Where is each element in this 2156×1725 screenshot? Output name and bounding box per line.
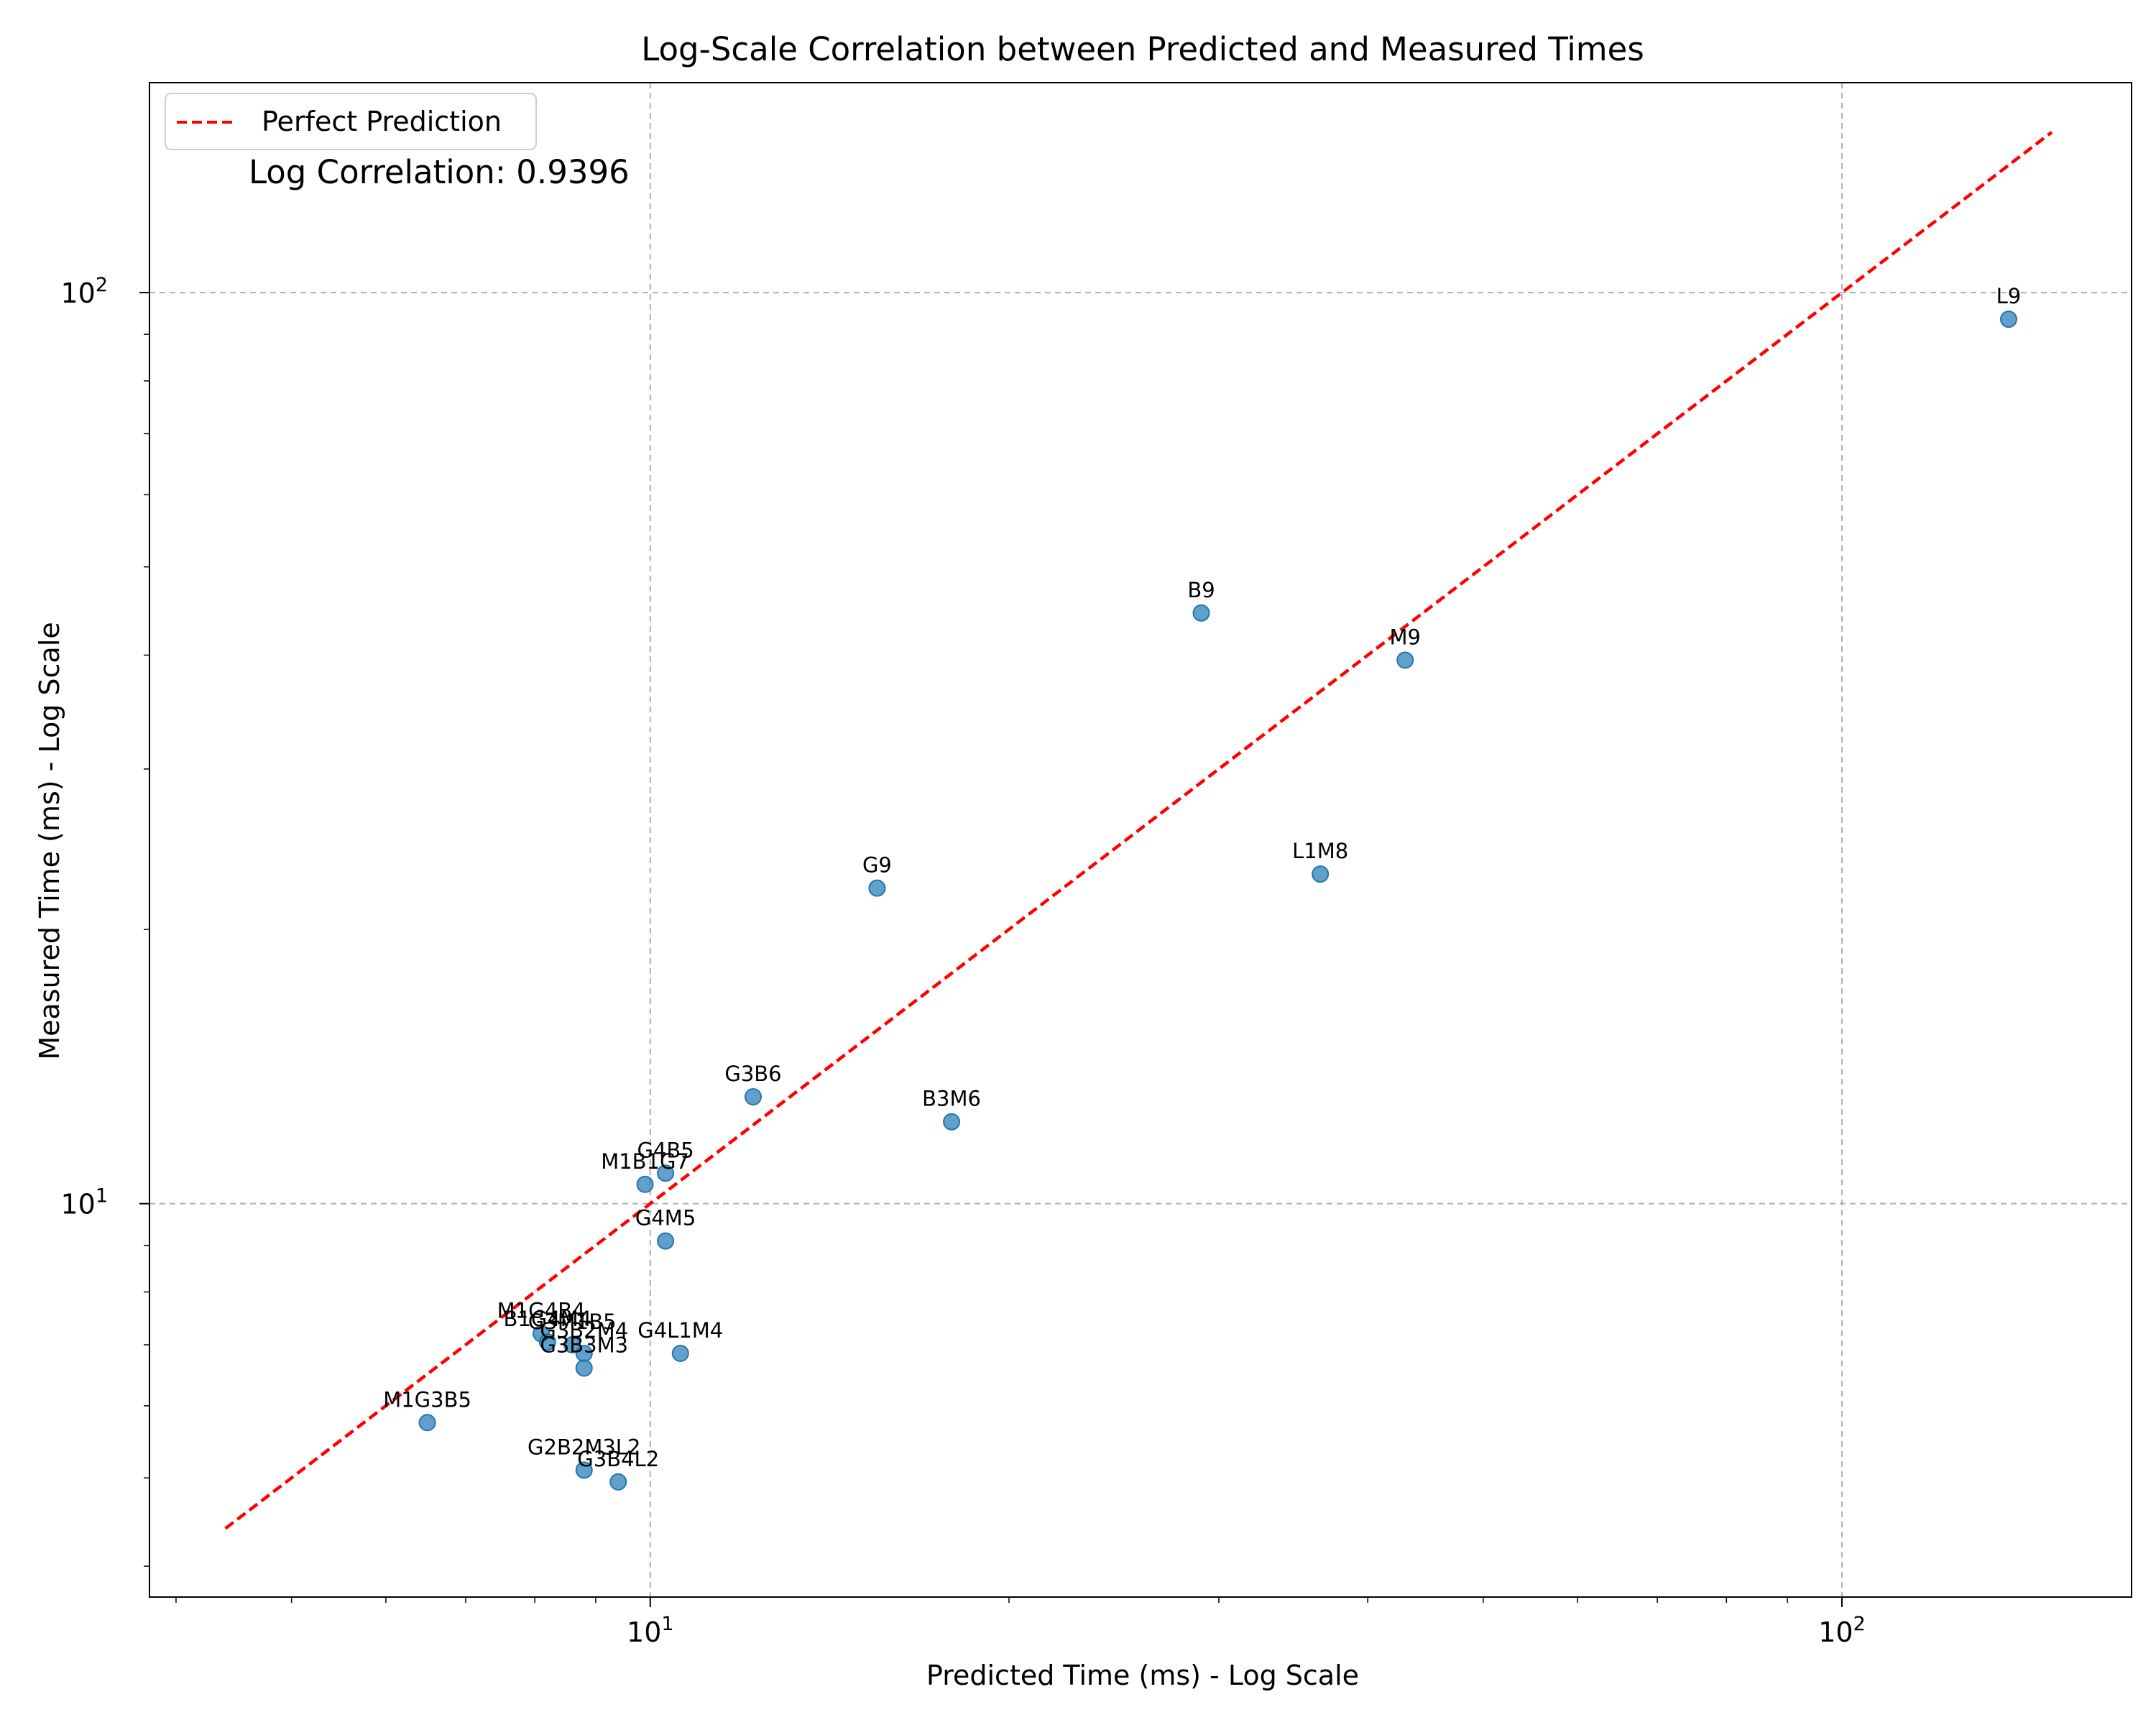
data-point-g3m1b5 [563, 1336, 581, 1354]
data-point-g4l1m4 [671, 1344, 689, 1362]
y-axis-label: Measured Time (ms) - Log Scale [34, 622, 65, 1059]
grid-lines [149, 83, 2132, 1597]
point-label-g3b4l2: G3B4L2 [577, 1447, 659, 1471]
data-point-m1g3b5 [418, 1414, 436, 1432]
legend: Perfect Prediction [165, 93, 537, 150]
point-label-g4m5: G4M5 [635, 1206, 696, 1230]
point-label-m1g4b4: M1G4B4 [497, 1299, 586, 1323]
point-label-m1b1g7: M1B1G7 [601, 1149, 689, 1174]
point-label-g3b6: G3B6 [724, 1062, 781, 1086]
plot-frame [149, 82, 2132, 1598]
y-tick-label: 101 [60, 1185, 108, 1220]
point-label-g3b3m3: G3B3M3 [540, 1333, 628, 1357]
data-point-b9 [1192, 604, 1210, 622]
perfect-prediction-line [224, 131, 2053, 1530]
data-point-g9 [868, 879, 886, 897]
log-correlation-annotation: Log Correlation: 0.9396 [249, 153, 630, 191]
point-label-g3b2m4: G3B2M4 [540, 1318, 628, 1343]
point-label-l1m8: L1M8 [1292, 839, 1348, 863]
x-tick-exponent: 2 [1853, 1613, 1866, 1635]
point-label-b9: B9 [1187, 578, 1215, 602]
point-label-g9: G9 [862, 853, 892, 878]
data-point-g4b5 [657, 1164, 675, 1182]
data-point-g2b2m3l2 [575, 1461, 593, 1479]
point-label-g4b5: G4B5 [637, 1138, 694, 1162]
data-point-g4m5 [657, 1232, 675, 1250]
point-label-m9: M9 [1389, 625, 1420, 649]
data-point-m9 [1396, 651, 1414, 669]
x-axis-label: Predicted Time (ms) - Log Scale [926, 1660, 1359, 1691]
y-tick-exponent: 1 [96, 1185, 108, 1208]
legend-box [165, 93, 537, 150]
reference-line-group [224, 131, 2053, 1530]
data-point-g3b6 [745, 1088, 763, 1106]
point-label-g2b2m3l2: G2B2M3L2 [528, 1435, 640, 1459]
x-tick-exponent: 1 [661, 1613, 673, 1635]
data-point-g3b3m3 [575, 1359, 593, 1377]
data-point-m1b1g7 [636, 1175, 654, 1193]
legend-label-perfect-prediction: Perfect Prediction [262, 106, 502, 137]
x-tick-label: 101 [627, 1613, 674, 1648]
point-label-l9: L9 [1996, 284, 2022, 308]
data-point-l1m8 [1312, 865, 1330, 883]
point-label-g3m1b5: G3M1B5 [528, 1310, 617, 1334]
chart-title: Log-Scale Correlation between Predicted … [641, 30, 1644, 68]
data-point-b1g4m4 [538, 1333, 556, 1351]
point-label-g4l1m4: G4L1M4 [637, 1318, 723, 1343]
data-point-g3b4l2 [609, 1473, 627, 1491]
point-label-b3m6: B3M6 [922, 1087, 981, 1111]
point-label-b1g4m4: B1G4M4 [504, 1307, 592, 1331]
point-label-m1g3b5: M1G3B5 [383, 1387, 471, 1412]
data-point-b3m6 [943, 1113, 961, 1131]
data-point-l9 [1999, 310, 2017, 328]
data-points [418, 310, 2017, 1491]
y-tick-exponent: 2 [96, 274, 108, 296]
